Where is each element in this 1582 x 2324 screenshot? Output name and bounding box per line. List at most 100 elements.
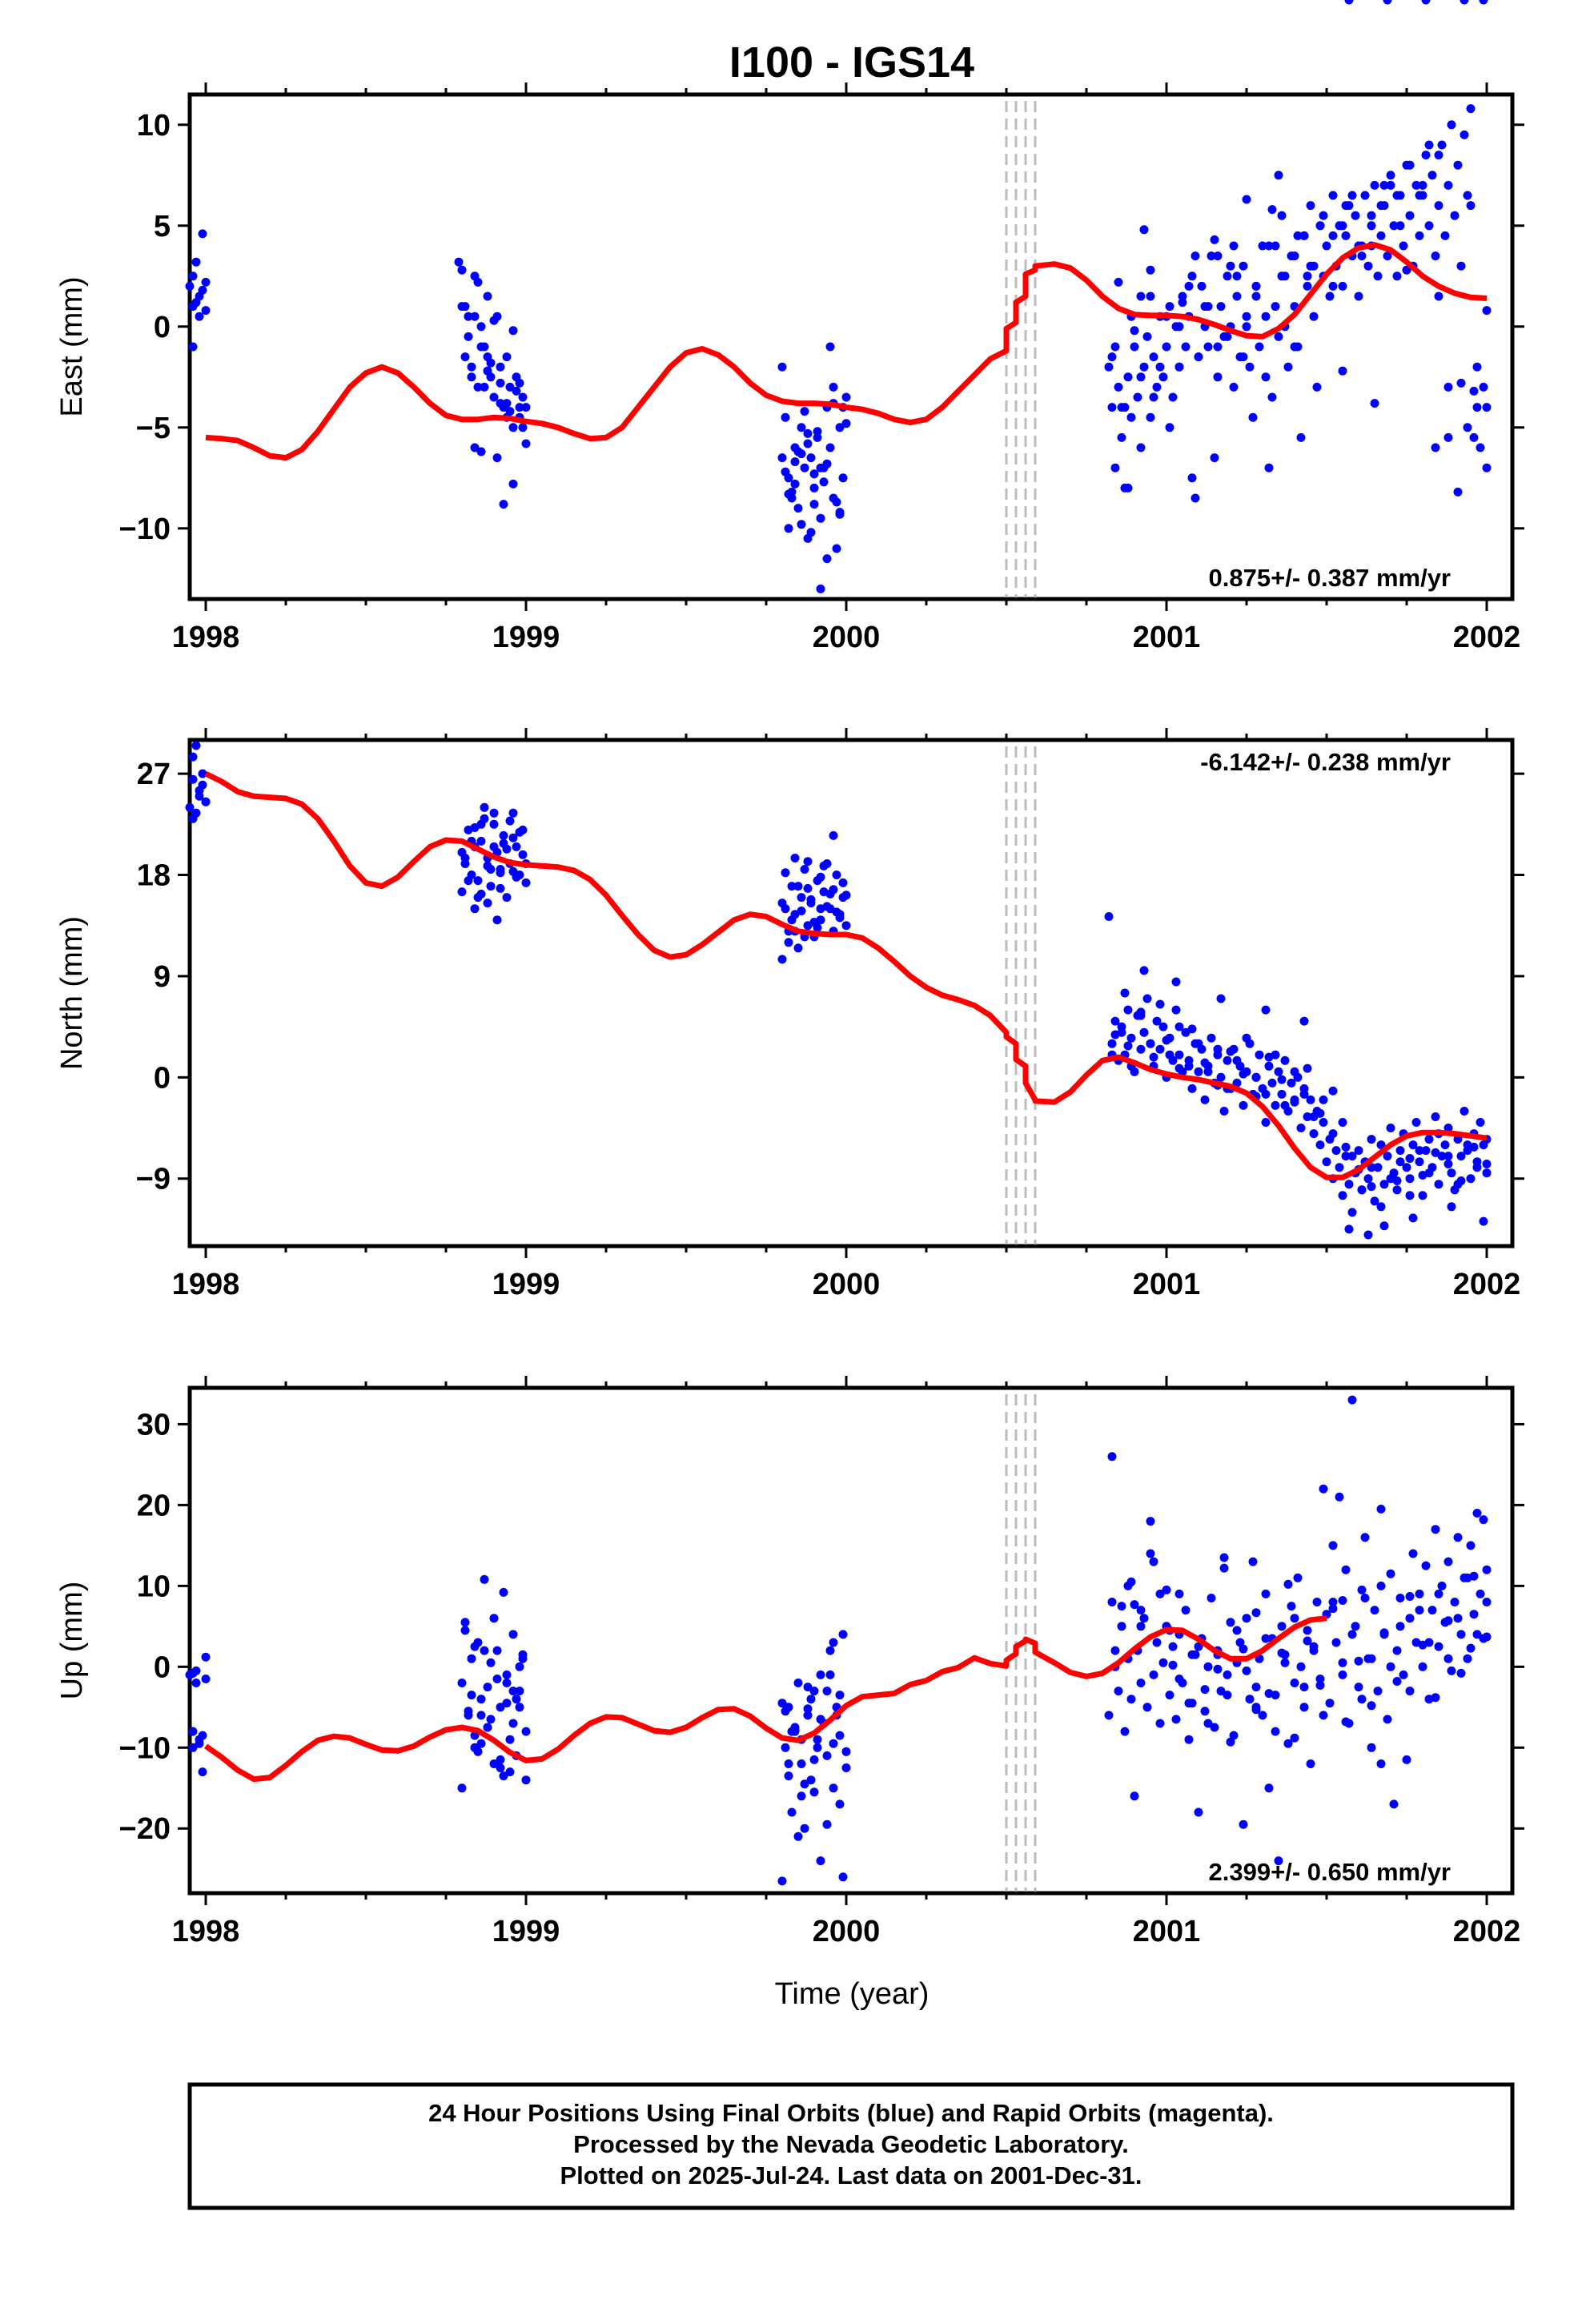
up-data-point	[1415, 1606, 1424, 1615]
north-data-point	[1290, 1067, 1299, 1076]
east-data-point	[518, 423, 528, 432]
up-data-point	[518, 1654, 528, 1663]
up-data-point	[1315, 1675, 1325, 1683]
east-xtick-label-2000: 2000	[813, 621, 881, 654]
up-data-point	[797, 1791, 806, 1801]
east-data-point	[1271, 241, 1280, 251]
up-data-point	[1123, 1581, 1133, 1590]
east-data-point	[1373, 271, 1383, 281]
east-data-point	[1107, 403, 1117, 412]
north-data-point	[1158, 1022, 1168, 1031]
north-data-point	[1418, 1191, 1427, 1200]
east-data-point	[1184, 281, 1194, 291]
north-data-point	[521, 878, 531, 887]
east-data-point	[1178, 298, 1187, 308]
east-data-point	[1309, 261, 1319, 271]
up-data-point	[781, 1707, 790, 1716]
east-data-point	[1427, 171, 1437, 180]
east-data-point	[1168, 392, 1178, 402]
up-data-point	[1239, 1819, 1248, 1829]
east-ytick-label: −5	[136, 412, 171, 445]
up-data-point	[1194, 1642, 1203, 1651]
up-data-point	[1104, 1711, 1114, 1720]
east-data-point	[470, 443, 480, 452]
up-data-point	[1136, 1606, 1146, 1615]
up-data-point	[800, 1823, 809, 1833]
up-data-point	[800, 1779, 809, 1789]
up-data-point	[1367, 1701, 1376, 1711]
east-data-point	[816, 513, 825, 523]
up-data-point	[198, 1731, 207, 1740]
north-data-point	[512, 872, 521, 882]
up-data-point	[1130, 1791, 1139, 1801]
east-data-point	[1162, 342, 1171, 352]
east-data-point	[1229, 241, 1239, 251]
north-data-point	[1309, 1129, 1319, 1139]
east-data-point	[502, 352, 512, 362]
up-data-point	[1479, 1515, 1488, 1525]
up-data-point	[1283, 1579, 1293, 1589]
up-data-point	[1146, 1517, 1155, 1526]
east-data-point	[1223, 332, 1232, 341]
east-data-point	[1213, 251, 1223, 261]
north-data-point	[800, 865, 809, 874]
up-data-point	[1277, 1622, 1287, 1631]
east-data-point	[809, 469, 819, 479]
up-data-point	[1219, 1553, 1229, 1562]
north-data-point	[1363, 1174, 1373, 1184]
north-data-point	[1139, 966, 1149, 975]
east-data-point	[454, 257, 464, 267]
east-data-point	[1360, 191, 1370, 200]
north-data-point	[1146, 1039, 1155, 1048]
east-data-point	[1242, 312, 1251, 321]
east-data-point	[841, 419, 851, 428]
east-data-point	[806, 528, 816, 537]
up-ytick-label: 30	[137, 1408, 171, 1441]
north-data-point	[1415, 1157, 1424, 1167]
east-data-point	[1200, 302, 1210, 312]
east-data-point	[1437, 140, 1447, 150]
north-data-point	[1405, 1174, 1415, 1184]
up-data-point	[1139, 1614, 1149, 1623]
north-data-point	[1120, 988, 1130, 998]
east-data-point	[201, 277, 211, 287]
up-data-point	[1290, 1733, 1299, 1743]
north-data-point	[1373, 1163, 1383, 1172]
east-data-point	[1383, 0, 1392, 5]
up-data-point	[1431, 1525, 1440, 1534]
east-data-point	[1450, 211, 1460, 220]
east-data-point	[838, 473, 848, 483]
east-data-point	[1216, 302, 1226, 312]
east-data-point	[467, 362, 476, 372]
east-data-point	[809, 483, 819, 493]
up-data-point	[521, 1775, 531, 1785]
east-data-point	[1136, 443, 1146, 452]
north-data-point	[1299, 1016, 1309, 1026]
east-data-point	[521, 403, 531, 412]
up-data-point	[496, 1703, 505, 1712]
up-data-point	[1271, 1727, 1280, 1736]
east-data-point	[803, 439, 813, 448]
up-data-point	[809, 1787, 819, 1797]
up-data-point	[467, 1654, 476, 1663]
east-data-point	[1328, 191, 1338, 200]
up-data-point	[1466, 1541, 1476, 1550]
north-data-point	[1287, 1078, 1296, 1088]
up-data-point	[803, 1711, 813, 1720]
up-data-point	[483, 1683, 492, 1692]
north-data-point	[816, 904, 825, 914]
east-data-point	[1239, 352, 1248, 362]
up-data-point	[838, 1630, 848, 1639]
east-data-point	[784, 489, 793, 499]
up-data-point	[1296, 1662, 1306, 1671]
north-data-point	[787, 882, 797, 891]
north-data-point	[1408, 1213, 1418, 1223]
up-data-point	[809, 1687, 819, 1696]
east-data-point	[1114, 277, 1123, 287]
east-data-point	[1165, 302, 1174, 312]
up-data-point	[1347, 1395, 1357, 1405]
east-data-point	[793, 504, 803, 513]
north-data-point	[1363, 1230, 1373, 1240]
north-data-point	[1319, 1095, 1328, 1104]
east-data-point	[1328, 281, 1338, 291]
